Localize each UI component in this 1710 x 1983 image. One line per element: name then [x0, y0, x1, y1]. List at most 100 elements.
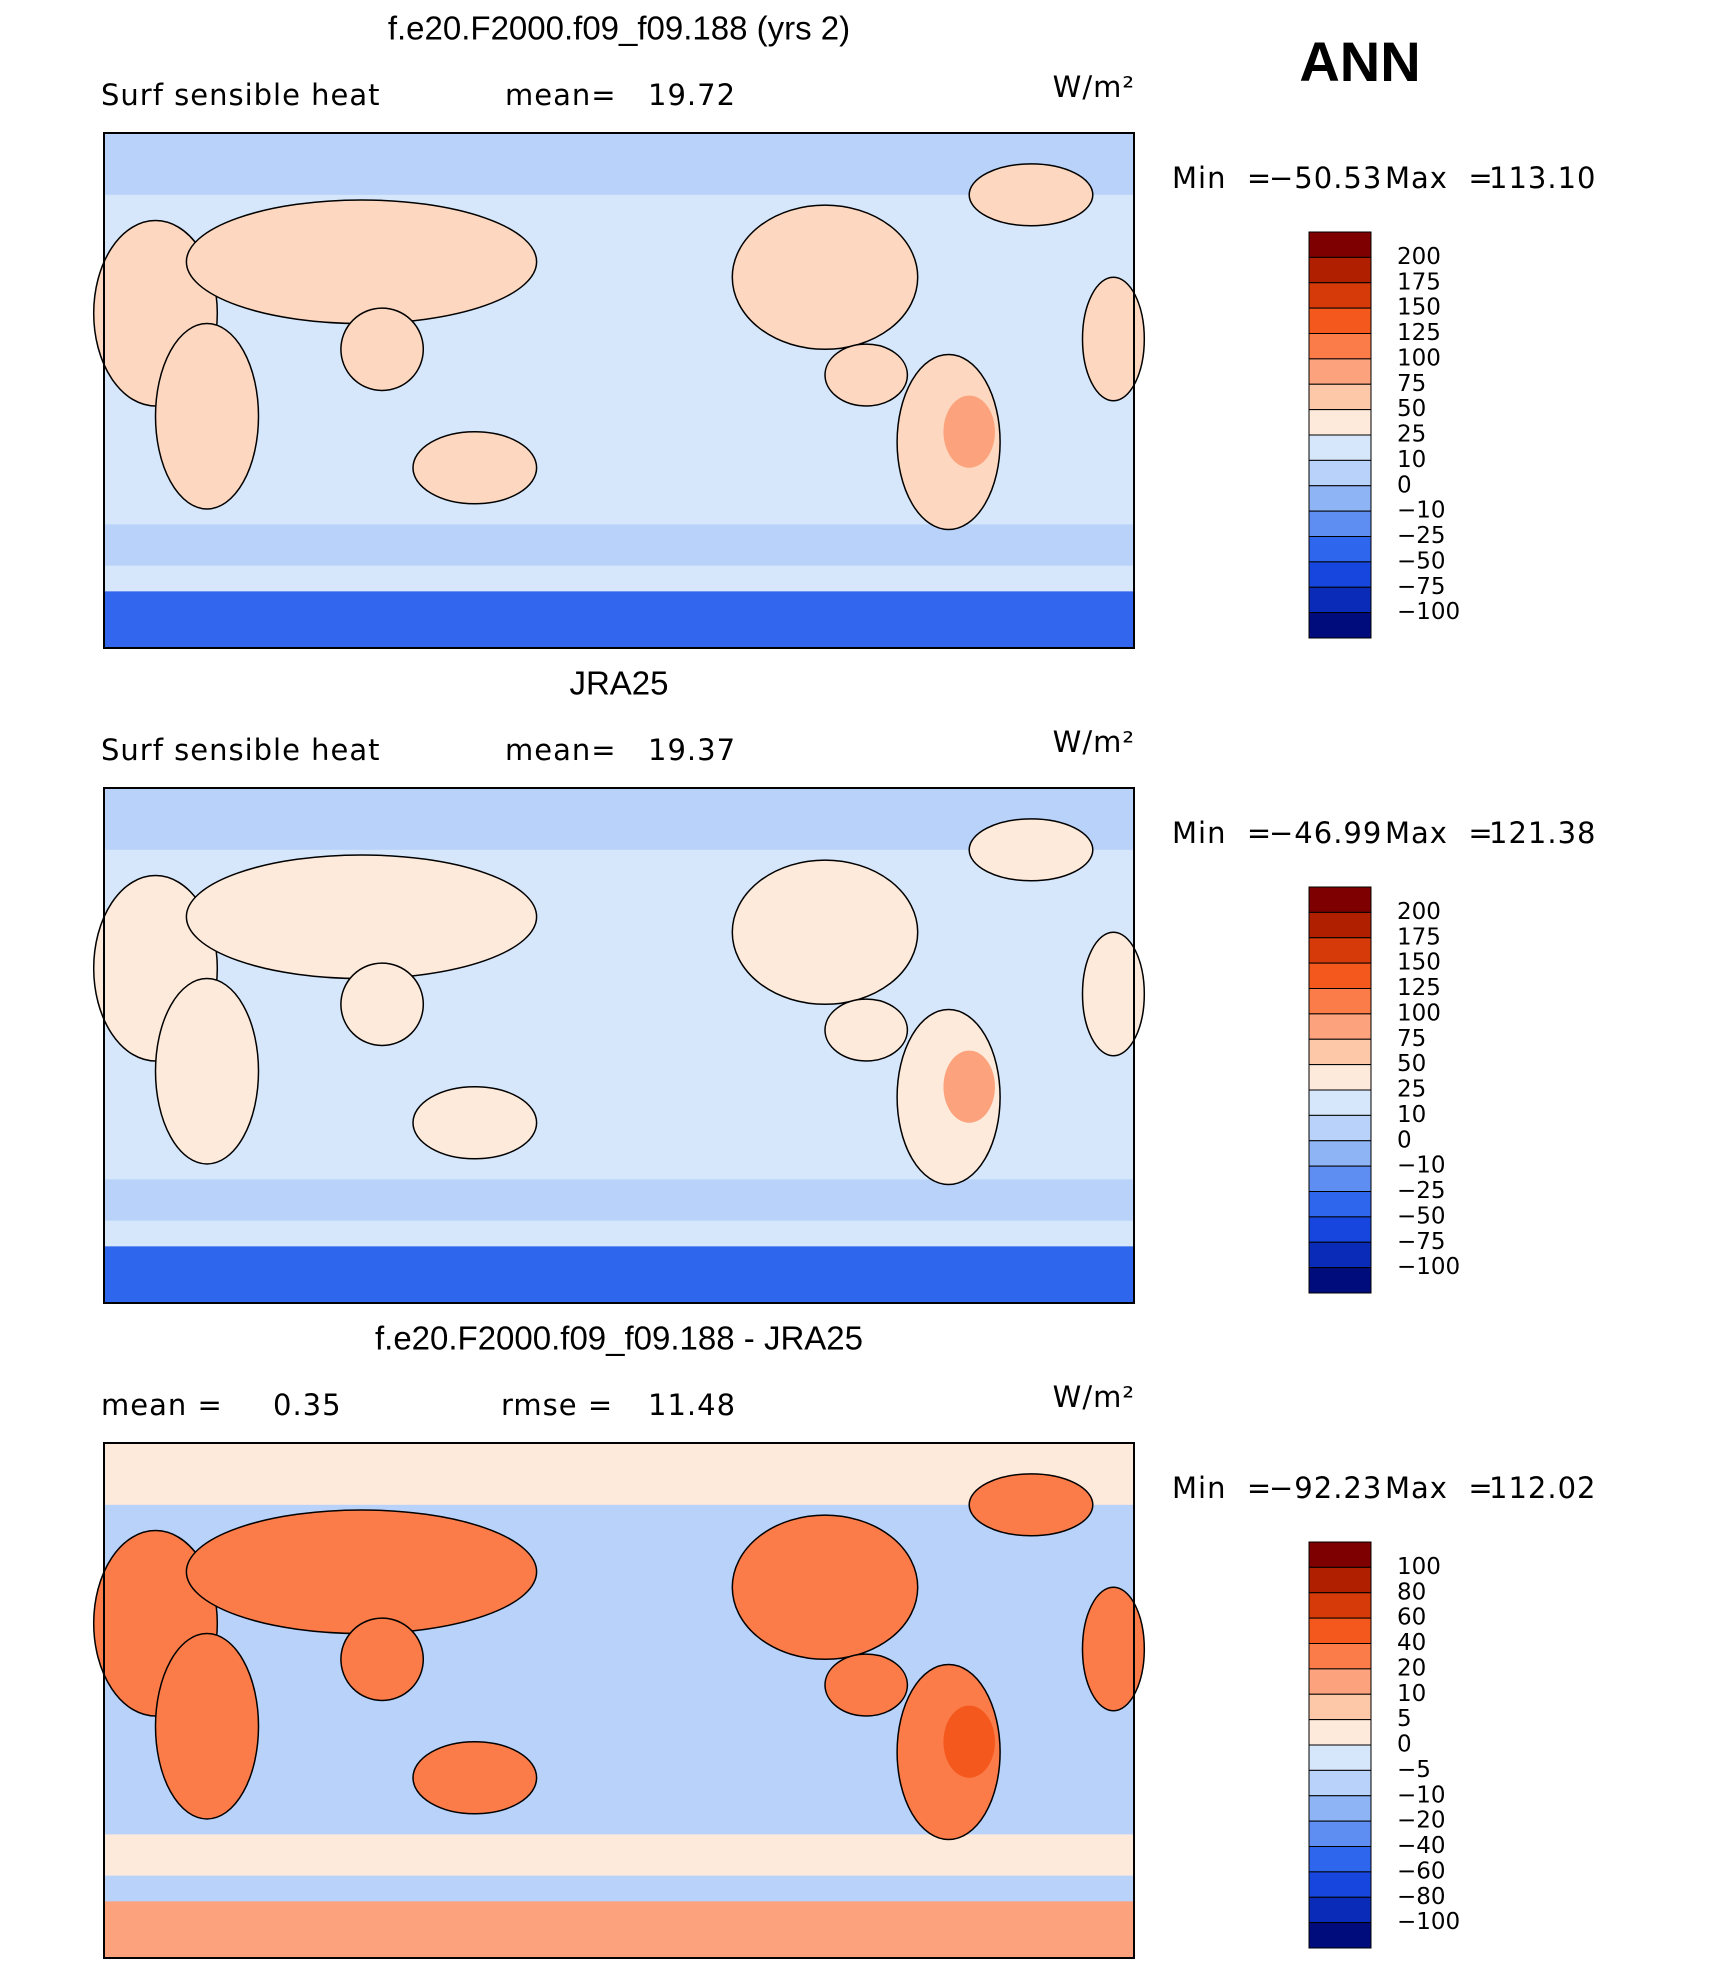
map-landmass — [824, 1653, 909, 1717]
colorbar-label: 20 — [1397, 1655, 1426, 1681]
map-landmass — [1081, 276, 1146, 402]
map-landmass — [185, 1509, 538, 1635]
colorbar-box — [1308, 586, 1372, 614]
colorbar-label: 125 — [1397, 320, 1441, 346]
map-landmass — [1081, 1586, 1146, 1712]
subtitle-mid: rmse = — [501, 1388, 613, 1422]
subtitle-left: Surf sensible heat — [101, 78, 381, 112]
colorbar-box — [1308, 1820, 1372, 1847]
colorbar-label: 125 — [1397, 975, 1441, 1001]
subtitle-mid-value: 19.72 — [648, 78, 736, 112]
panel-title: f.e20.F2000.f09_f09.188 (yrs 2) — [388, 10, 850, 47]
subtitle-mid: mean= — [505, 733, 617, 767]
colorbar-box — [1308, 459, 1372, 487]
subtitle-mid-value: 11.48 — [648, 1388, 736, 1422]
colorbar-label: −10 — [1397, 1782, 1446, 1808]
colorbar-label: 10 — [1397, 447, 1426, 473]
map-landmass — [1081, 931, 1146, 1057]
colorbar-label: −100 — [1397, 599, 1460, 625]
colorbar-label: −10 — [1397, 1153, 1446, 1179]
min-value: −50.53 — [1269, 161, 1382, 195]
map-landmass — [968, 1473, 1094, 1537]
colorbar-label: 5 — [1397, 1706, 1412, 1732]
subtitle-left: Surf sensible heat — [101, 733, 381, 767]
colorbar-label: −75 — [1397, 1229, 1446, 1255]
map-polar-region — [104, 1901, 1134, 1958]
colorbar-label: 25 — [1397, 422, 1426, 448]
colorbar-box — [1308, 1592, 1372, 1619]
colorbar-label: 175 — [1397, 269, 1441, 295]
subtitle-left: mean = — [101, 1388, 223, 1422]
colorbar-box — [1308, 1693, 1372, 1721]
map-landmass — [412, 430, 538, 505]
map-landmass — [412, 1740, 538, 1815]
units: W/m² — [1053, 1380, 1135, 1414]
min-label: Min = — [1172, 161, 1272, 195]
colorbar-box — [1308, 1241, 1372, 1269]
colorbar-box — [1308, 358, 1372, 385]
map-frame — [103, 132, 1135, 649]
colorbar-box — [1308, 256, 1372, 284]
colorbar-label: 100 — [1397, 1000, 1441, 1026]
max-value: 113.10 — [1489, 161, 1596, 195]
season-label: ANN — [1299, 30, 1420, 93]
map-polar-region — [104, 1246, 1134, 1303]
subtitle-mid: mean= — [505, 78, 617, 112]
colorbar-label: 100 — [1397, 1554, 1441, 1580]
colorbar-label: 50 — [1397, 396, 1426, 422]
colorbar-label: 80 — [1397, 1579, 1426, 1605]
map-landmass — [154, 1632, 260, 1820]
map-landmass — [731, 1514, 919, 1661]
colorbar-box — [1308, 1089, 1372, 1116]
colorbar-box — [1308, 1191, 1372, 1218]
map-landmass — [340, 307, 425, 392]
colorbar-box — [1308, 1038, 1372, 1066]
colorbar-label: −100 — [1397, 1909, 1460, 1935]
colorbar-box — [1308, 1165, 1372, 1192]
map-band — [104, 1179, 1134, 1221]
colorbar-box — [1308, 911, 1372, 939]
min-label: Min = — [1172, 816, 1272, 850]
colorbar-box — [1308, 1896, 1372, 1924]
colorbar-box — [1308, 536, 1372, 563]
colorbar-box — [1308, 1617, 1372, 1644]
max-label: Max = — [1385, 1471, 1494, 1505]
colorbar-box — [1308, 1668, 1372, 1695]
map-feature — [943, 1050, 995, 1123]
colorbar-label: 10 — [1397, 1681, 1426, 1707]
subtitle-left-value: 0.35 — [273, 1388, 342, 1422]
max-value: 121.38 — [1489, 816, 1596, 850]
colorbar-box — [1308, 1922, 1372, 1949]
map-landmass — [185, 854, 538, 980]
colorbar-label: −40 — [1397, 1833, 1446, 1859]
colorbar-label: 200 — [1397, 899, 1441, 925]
map-frame — [103, 1442, 1135, 1959]
map-landmass — [968, 818, 1094, 882]
colorbar-label: 150 — [1397, 950, 1441, 976]
colorbar-label: 0 — [1397, 1127, 1412, 1153]
colorbar-label: 175 — [1397, 924, 1441, 950]
colorbar-box — [1308, 307, 1372, 334]
colorbar-box — [1308, 1013, 1372, 1040]
colorbar-label: 25 — [1397, 1077, 1426, 1103]
colorbar-box — [1308, 231, 1372, 258]
colorbar-label: −100 — [1397, 1254, 1460, 1280]
colorbar-box — [1308, 434, 1372, 461]
colorbar-box — [1308, 1541, 1372, 1568]
map-polar-region — [104, 591, 1134, 648]
map-frame — [103, 787, 1135, 1304]
max-label: Max = — [1385, 161, 1494, 195]
colorbar-label: 75 — [1397, 371, 1426, 397]
map-landmass — [185, 199, 538, 325]
colorbar-box — [1308, 383, 1372, 411]
colorbar-box — [1308, 1719, 1372, 1746]
colorbar-box — [1308, 1267, 1372, 1294]
colorbar-label: 75 — [1397, 1026, 1426, 1052]
colorbar-label: 50 — [1397, 1051, 1426, 1077]
colorbar-label: −5 — [1397, 1757, 1431, 1783]
colorbar-box — [1308, 282, 1372, 309]
colorbar-label: 40 — [1397, 1630, 1426, 1656]
colorbar-box — [1308, 1846, 1372, 1873]
map-landmass — [968, 163, 1094, 227]
map-band — [104, 133, 1134, 195]
